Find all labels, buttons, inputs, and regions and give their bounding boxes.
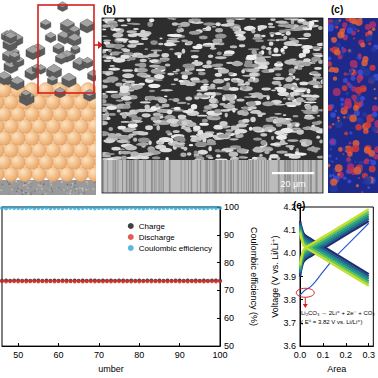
svg-text:90: 90: [224, 230, 234, 240]
svg-text:0.1: 0.1: [317, 350, 330, 360]
svg-text:100: 100: [212, 350, 227, 360]
svg-text:20 μm: 20 μm: [280, 179, 305, 189]
svg-text:50: 50: [13, 350, 23, 360]
svg-text:80: 80: [134, 350, 144, 360]
svg-text:Coulombic efficiency (%): Coulombic efficiency (%): [249, 227, 259, 326]
svg-text:Discharge: Discharge: [139, 233, 176, 242]
svg-text:100: 100: [224, 202, 239, 212]
svg-text:(b): (b): [103, 4, 116, 15]
svg-text:(e): (e): [293, 200, 305, 211]
svg-text:umber: umber: [98, 364, 124, 374]
svg-text:60: 60: [54, 350, 64, 360]
svg-text:4.0: 4.0: [283, 248, 296, 258]
svg-text:Voltage (V vs. Li/Li⁺): Voltage (V vs. Li/Li⁺): [270, 235, 280, 317]
svg-text:50: 50: [224, 341, 234, 352]
svg-text:80: 80: [224, 258, 234, 268]
svg-text:Area: Area: [327, 364, 346, 374]
svg-text:3.8: 3.8: [283, 295, 296, 305]
svg-text:( E⁰ = 3.82 V vs. Li/Li⁺): ( E⁰ = 3.82 V vs. Li/Li⁺): [301, 319, 362, 325]
svg-text:70: 70: [94, 350, 104, 360]
svg-text:90: 90: [175, 350, 185, 360]
svg-text:3.6: 3.6: [283, 341, 296, 352]
svg-text:Li₂CO₃ → 2Li⁺ + 2e⁻ + CO₂: Li₂CO₃ → 2Li⁺ + 2e⁻ + CO₂: [301, 310, 375, 316]
svg-text:(c): (c): [331, 4, 343, 15]
svg-text:Coulombic efficiency: Coulombic efficiency: [139, 244, 212, 253]
svg-text:Charge: Charge: [139, 222, 166, 231]
svg-text:0.3: 0.3: [362, 350, 375, 360]
svg-text:4.1: 4.1: [283, 225, 296, 235]
svg-text:4.2: 4.2: [283, 202, 296, 212]
svg-text:60: 60: [224, 313, 234, 323]
svg-text:3.9: 3.9: [283, 272, 296, 282]
svg-text:3.7: 3.7: [283, 318, 296, 328]
svg-text:70: 70: [224, 285, 234, 295]
svg-text:0.0: 0.0: [294, 350, 307, 360]
svg-text:0.2: 0.2: [340, 350, 353, 360]
